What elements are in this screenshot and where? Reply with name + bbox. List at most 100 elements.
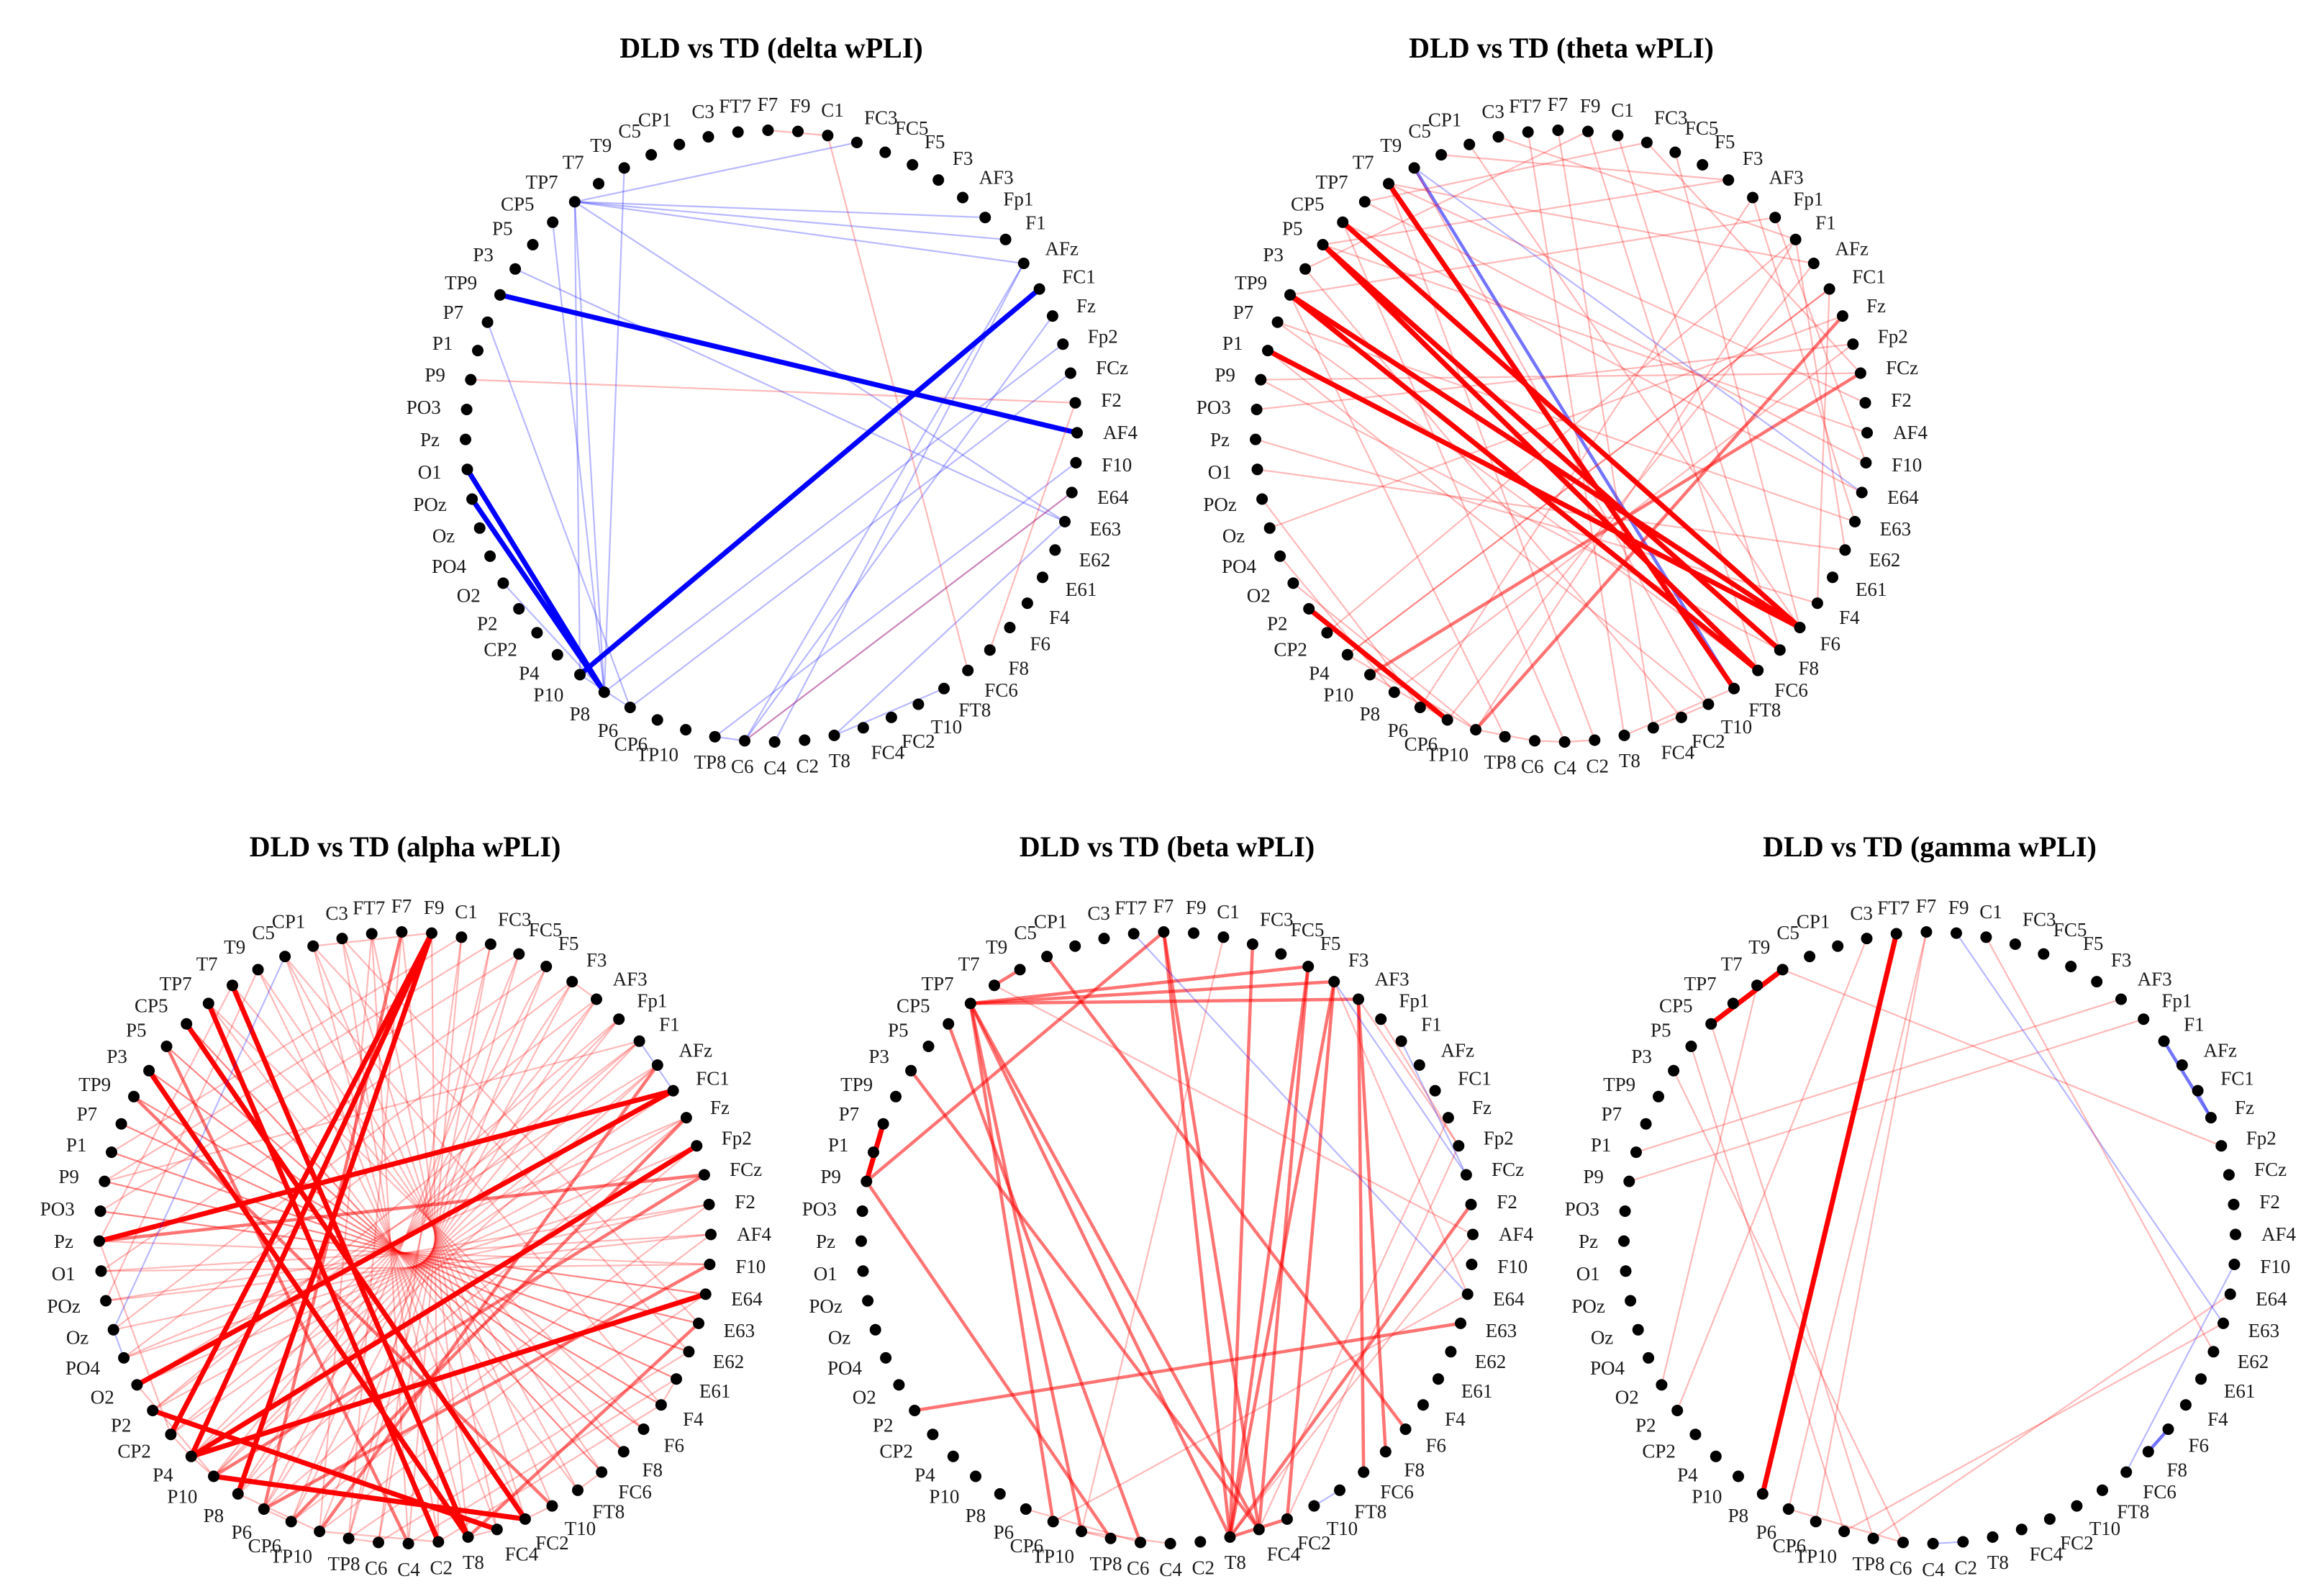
edge-C2-F9 [430, 932, 440, 1543]
edge-TP7-P10 [573, 201, 581, 676]
electrode-label-E61: E61 [2224, 1380, 2256, 1402]
electrode-label-FC4: FC4 [505, 1544, 539, 1565]
electrode-label-TP9: TP9 [840, 1074, 873, 1095]
node-PO3 [94, 1205, 106, 1217]
electrode-label-AF4: AF4 [737, 1223, 772, 1245]
edge-F2-F8 [989, 402, 1076, 651]
electrode-label-F3: F3 [2111, 949, 2132, 971]
electrode-label-FC1: FC1 [2220, 1067, 2254, 1089]
node-C1 [822, 130, 834, 142]
node-E62 [1839, 544, 1851, 556]
electrode-label-P3: P3 [1631, 1046, 1652, 1067]
node-AFz [1413, 1059, 1425, 1071]
edge-Fz-C6 [743, 315, 1054, 742]
node-AF3 [1747, 191, 1758, 204]
electrode-label-C6: C6 [1889, 1557, 1912, 1579]
edge-E64-PO3 [99, 1210, 707, 1295]
edge-P3-T8 [146, 1068, 471, 1540]
node-PO3 [1619, 1205, 1631, 1217]
electrode-label-P2: P2 [1635, 1414, 1656, 1436]
node-T7 [1383, 178, 1394, 190]
electrode-label-F6: F6 [1030, 633, 1051, 655]
node-F6 [637, 1423, 650, 1435]
electrode-label-P5: P5 [1282, 217, 1303, 239]
node-CP6 [1441, 714, 1453, 726]
electrode-label-Pz: Pz [54, 1231, 73, 1252]
panel-title-gamma: DLD vs TD (gamma wPLI) [1763, 830, 2097, 863]
electrode-label-T7: T7 [958, 954, 980, 975]
electrode-label-F6: F6 [2189, 1435, 2210, 1457]
electrode-label-Fp2: Fp2 [1088, 325, 1118, 347]
electrode-label-F3: F3 [953, 148, 973, 169]
electrode-label-Oz: Oz [1591, 1327, 1613, 1349]
electrode-label-F2: F2 [2259, 1191, 2280, 1213]
node-F1 [999, 233, 1012, 245]
node-AFz [2176, 1059, 2188, 1071]
node-P7 [1640, 1118, 1652, 1130]
edge-C6-FC3 [377, 943, 492, 1544]
electrode-label-P5: P5 [126, 1019, 147, 1041]
node-TP8 [709, 730, 721, 743]
node-FCz [1854, 367, 1866, 379]
node-PO4 [484, 550, 496, 562]
electrode-label-C2: C2 [796, 755, 819, 776]
node-C1 [455, 931, 468, 943]
electrode-label-TP7: TP7 [1316, 171, 1348, 193]
edge-AF4-TP9 [497, 292, 1080, 435]
edge-P10-FC2 [211, 1474, 528, 1522]
electrode-label-C5: C5 [252, 922, 275, 943]
edge-AFz-CP6 [1446, 262, 1815, 721]
edge-E61-C4 [407, 1378, 678, 1545]
edge-CP6-F3 [290, 980, 573, 1523]
electrode-label-FC6: FC6 [984, 679, 1018, 701]
edge-P5-TP10 [1690, 1045, 1846, 1533]
node-Pz [1250, 433, 1261, 445]
edge-TP10-C4 [1080, 1530, 1171, 1545]
node-F4 [2179, 1399, 2192, 1411]
edge-AF3-P6 [1419, 196, 1754, 709]
electrode-label-P9: P9 [1583, 1166, 1604, 1187]
electrode-label-O2: O2 [91, 1387, 114, 1408]
node-FC4 [1647, 722, 1659, 734]
edge-F3-P5 [1322, 179, 1730, 246]
node-AF3 [591, 993, 602, 1005]
edge-C3-F1 [1497, 136, 1797, 240]
node-CP2 [927, 1428, 939, 1441]
node-Oz [1263, 522, 1276, 534]
node-Fp2 [1453, 1140, 1465, 1152]
node-FT8 [938, 682, 950, 694]
edge-T7-AFz [1387, 183, 1815, 265]
edge-F5-P6 [263, 965, 548, 1511]
edge-FT8-T8 [833, 687, 945, 737]
edge-CP5-FC2 [183, 1021, 528, 1522]
node-Pz [1618, 1235, 1630, 1247]
edge-FC1-P10 [577, 286, 1043, 677]
electrode-label-FT7: FT7 [1509, 96, 1541, 117]
node-P10 [574, 669, 586, 681]
edge-FC4-Fz [1258, 1116, 1450, 1531]
electrode-label-POz: POz [1203, 494, 1237, 515]
node-F2 [1465, 1198, 1477, 1210]
node-FC2 [1281, 1513, 1293, 1525]
node-FC1 [2192, 1084, 2204, 1097]
node-FC4 [857, 722, 869, 734]
node-C2 [1589, 734, 1601, 746]
node-F3 [2091, 976, 2103, 988]
edge-FC3-FCz [1646, 141, 1861, 374]
edge-TP7-C2 [206, 1000, 441, 1544]
node-P3 [143, 1064, 155, 1077]
edge-PO4-FCz [123, 1174, 706, 1359]
edge-P8-PO4 [1279, 555, 1395, 694]
electrode-label-P3: P3 [1263, 244, 1284, 266]
node-T8 [1987, 1531, 1999, 1543]
edge-P5-F8 [1320, 242, 1783, 653]
node-F6 [1399, 1423, 1412, 1435]
electrode-label-F3: F3 [586, 949, 607, 971]
electrode-label-C4: C4 [1159, 1559, 1182, 1580]
electrode-label-Pz: Pz [1579, 1231, 1598, 1252]
edge-E61-P7 [120, 1123, 678, 1380]
edge-F9-FC6 [1587, 130, 1759, 671]
edge-FCz-P10 [1368, 371, 1863, 676]
electrode-label-FCz: FCz [1096, 357, 1128, 379]
